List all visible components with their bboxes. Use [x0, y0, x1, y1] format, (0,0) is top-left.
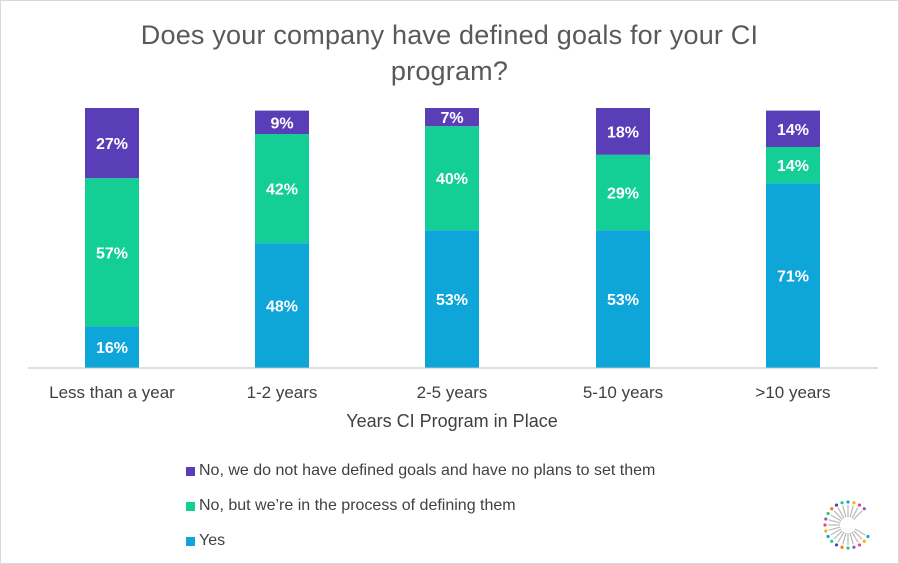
- legend-item: No, but we’re in the process of defining…: [186, 497, 516, 515]
- chart-plot: 16% 57% 27% Less than a year 48% 42% 9% 1-2 yea…: [28, 108, 878, 431]
- data-label: 7%: [440, 110, 463, 127]
- bar-segment: [255, 243, 309, 368]
- data-label: 57%: [96, 245, 128, 262]
- bar-segment: [596, 154, 650, 231]
- data-label: 29%: [607, 186, 639, 203]
- bar-segment: [85, 178, 139, 327]
- bar-segment: [85, 326, 139, 368]
- data-label: 71%: [777, 269, 809, 286]
- data-label: 18%: [607, 124, 639, 141]
- data-label: 53%: [607, 292, 639, 309]
- legend-swatch: [186, 501, 195, 511]
- x-tick-label: Less than a year: [49, 383, 175, 402]
- x-tick-label: 1-2 years: [247, 383, 318, 402]
- x-tick-label: >10 years: [755, 383, 830, 402]
- data-label: 14%: [777, 122, 809, 139]
- bar-segment: [766, 183, 820, 368]
- legend-swatch: [186, 536, 195, 546]
- starburst-logo-icon: [823, 500, 870, 550]
- bar-segment: [596, 108, 650, 155]
- bar-segment: [766, 110, 820, 147]
- data-label: 40%: [436, 171, 468, 188]
- data-label: 48%: [266, 299, 298, 316]
- bar-segment: [766, 147, 820, 184]
- bar-segment: [425, 230, 479, 368]
- legend-item: No, we do not have defined goals and hav…: [186, 462, 655, 480]
- bar-segment: [255, 110, 309, 134]
- data-label: 16%: [96, 340, 128, 357]
- chart-title-line-1: Does your company have defined goals for…: [140, 20, 759, 50]
- legend-label: No, we do not have defined goals and hav…: [199, 462, 656, 479]
- chart-title-line-2: program?: [390, 56, 509, 86]
- bar-segment: [425, 126, 479, 231]
- data-label: 42%: [266, 182, 298, 199]
- x-tick-label: 5-10 years: [583, 383, 663, 402]
- bar-segment: [255, 134, 309, 244]
- data-label: 9%: [270, 115, 293, 132]
- legend-label: No, but we’re in the process of defining…: [199, 497, 516, 514]
- data-label: 14%: [777, 158, 809, 175]
- legend-item: Yes: [186, 532, 225, 550]
- bar-segment: [596, 230, 650, 368]
- bar-segment: [425, 108, 479, 127]
- data-label: 27%: [96, 136, 128, 153]
- data-label: 53%: [436, 292, 468, 309]
- x-tick-label: 2-5 years: [417, 383, 488, 402]
- legend-swatch: [186, 466, 195, 476]
- legend-label: Yes: [199, 532, 226, 549]
- x-axis-title: Years CI Program in Place: [346, 411, 557, 431]
- bar-segment: [85, 108, 139, 179]
